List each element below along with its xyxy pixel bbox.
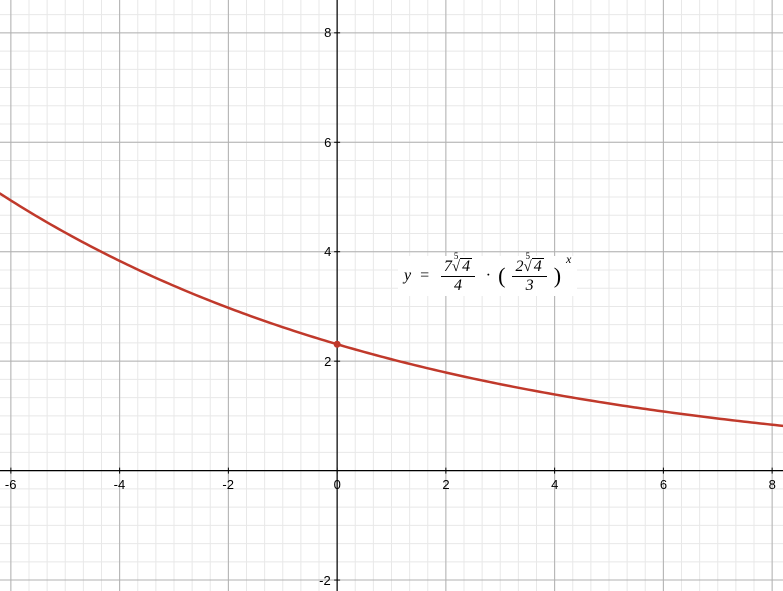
axis-tick-label: 8 — [324, 25, 331, 40]
coef-den: 4 — [441, 277, 475, 295]
chart-container: y = 75√4 4 · ( 25√4 3 ) x -6-4-202468-22… — [0, 0, 783, 591]
equation-label: y = 75√4 4 · ( 25√4 3 ) x — [398, 256, 577, 296]
coef-num-pre: 7 — [444, 258, 452, 275]
equation-close-paren: ) — [554, 263, 561, 289]
base-den: 3 — [512, 277, 546, 295]
equation-dot: · — [486, 267, 490, 285]
equation-y: y — [404, 267, 411, 285]
axis-tick-label: 6 — [324, 135, 331, 150]
coef-radicand: 4 — [460, 258, 472, 275]
axis-tick-label: -2 — [222, 477, 234, 492]
coef-root-index: 5 — [454, 252, 459, 262]
axis-tick-label: -6 — [5, 477, 17, 492]
equation-eq: = — [419, 267, 430, 285]
axis-tick-label: -4 — [114, 477, 126, 492]
axis-tick-label: 0 — [334, 477, 341, 492]
base-radicand: 4 — [532, 258, 544, 275]
equation-exp: x — [566, 252, 571, 267]
axis-tick-label: 2 — [442, 477, 449, 492]
axis-tick-label: 8 — [769, 477, 776, 492]
base-root-index: 5 — [525, 252, 530, 262]
base-num-pre: 2 — [515, 258, 523, 275]
coef-root: 5√4 — [452, 258, 472, 276]
axis-tick-label: -2 — [319, 573, 331, 588]
axis-tick-label: 4 — [551, 477, 558, 492]
equation-base: 25√4 3 — [512, 258, 546, 294]
base-root: 5√4 — [523, 258, 543, 276]
axis-tick-label: 6 — [660, 477, 667, 492]
axis-tick-label: 4 — [324, 244, 331, 259]
equation-open-paren: ( — [498, 263, 505, 289]
plot-svg — [0, 0, 783, 591]
axis-tick-label: 2 — [324, 354, 331, 369]
equation-coef: 75√4 4 — [441, 258, 475, 294]
